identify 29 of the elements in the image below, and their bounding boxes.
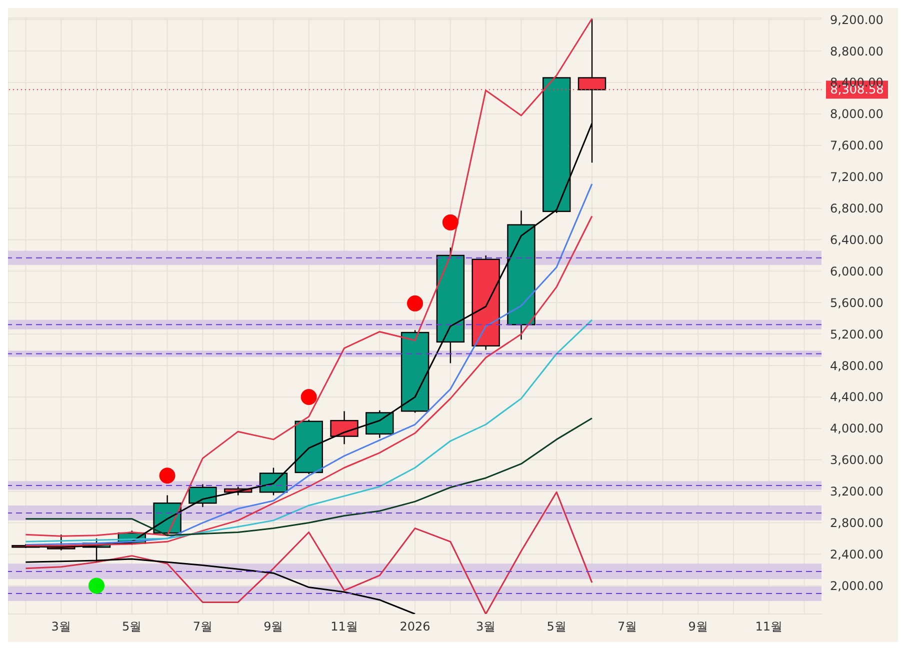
y-tick-label: 7,600.00 — [830, 138, 884, 153]
y-tick-label: 6,400.00 — [830, 232, 884, 247]
x-tick-label: 7월 — [192, 620, 212, 634]
y-tick-label: 8,800.00 — [830, 44, 884, 58]
x-tick-label: 3월 — [51, 620, 71, 634]
y-tick-label: 9,200.00 — [830, 12, 884, 27]
x-tick-label: 9월 — [264, 620, 284, 634]
x-tick-label: 7월 — [618, 620, 638, 634]
y-tick-label: 5,200.00 — [830, 327, 884, 342]
x-tick-label: 3월 — [476, 620, 496, 634]
y-tick-label: 2,000.00 — [830, 578, 884, 593]
y-tick-label: 2,800.00 — [830, 516, 884, 530]
x-tick-label: 2026 — [400, 620, 430, 634]
x-tick-label: 11월 — [755, 620, 783, 634]
y-tick-label: 7,200.00 — [830, 170, 884, 184]
x-tick-label: 5월 — [546, 620, 566, 634]
y-tick-label: 4,000.00 — [830, 422, 884, 436]
y-tick-label: 3,200.00 — [830, 484, 884, 499]
y-tick-label: 3,600.00 — [830, 453, 884, 468]
y-tick-label: 4,400.00 — [830, 390, 884, 404]
x-tick-label: 5월 — [122, 620, 142, 634]
y-tick-label: 4,800.00 — [830, 358, 884, 373]
y-tick-label: 2,400.00 — [830, 548, 884, 562]
x-tick-label: 11월 — [330, 620, 358, 634]
x-tick-label: 9월 — [688, 620, 708, 634]
y-tick-label: 6,000.00 — [830, 264, 884, 278]
y-tick-label: 8,000.00 — [830, 107, 884, 122]
y-tick-label: 5,600.00 — [830, 296, 884, 310]
y-tick-label: 6,800.00 — [830, 202, 884, 216]
